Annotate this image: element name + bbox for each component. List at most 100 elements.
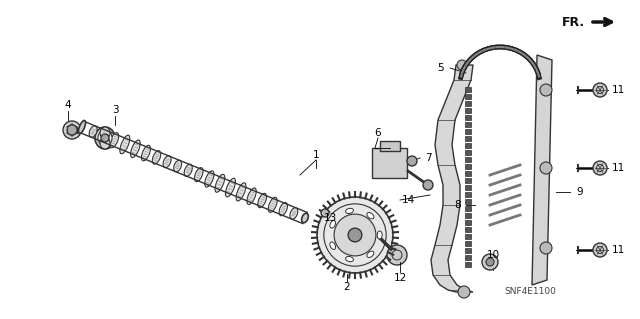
Ellipse shape	[215, 174, 225, 192]
Text: 9: 9	[577, 187, 583, 197]
Bar	[465, 150, 471, 154]
Ellipse shape	[290, 208, 298, 219]
FancyBboxPatch shape	[372, 148, 407, 178]
Bar	[465, 94, 471, 99]
Circle shape	[540, 242, 552, 254]
Text: 11: 11	[611, 163, 625, 173]
Bar	[465, 164, 471, 168]
Ellipse shape	[247, 188, 256, 204]
Bar	[465, 157, 471, 161]
Text: 4: 4	[65, 100, 71, 110]
Bar	[465, 248, 471, 253]
Ellipse shape	[268, 197, 277, 212]
Bar	[465, 136, 471, 140]
Ellipse shape	[163, 156, 171, 168]
Ellipse shape	[100, 129, 108, 143]
Ellipse shape	[301, 213, 308, 223]
Bar	[465, 122, 471, 127]
Ellipse shape	[100, 137, 110, 149]
Bar	[465, 115, 471, 120]
Bar	[465, 234, 471, 239]
Ellipse shape	[173, 160, 182, 172]
Circle shape	[458, 286, 470, 298]
Ellipse shape	[236, 183, 246, 201]
Bar	[465, 178, 471, 182]
Bar	[465, 220, 471, 225]
Circle shape	[423, 180, 433, 190]
Ellipse shape	[195, 168, 203, 182]
Bar	[465, 143, 471, 147]
Bar	[465, 101, 471, 106]
Text: 6: 6	[374, 128, 381, 138]
Ellipse shape	[377, 231, 382, 239]
Text: 2: 2	[344, 282, 350, 292]
Bar	[465, 87, 471, 92]
Circle shape	[387, 245, 407, 265]
Text: 11: 11	[611, 85, 625, 95]
Text: 11: 11	[611, 245, 625, 255]
Ellipse shape	[79, 121, 86, 134]
Text: 1: 1	[313, 150, 319, 160]
Text: 3: 3	[112, 105, 118, 115]
Circle shape	[593, 243, 607, 257]
Text: 7: 7	[425, 153, 431, 163]
Bar	[465, 185, 471, 189]
Bar	[465, 213, 471, 218]
Ellipse shape	[152, 151, 161, 164]
Ellipse shape	[330, 242, 335, 249]
Circle shape	[482, 254, 498, 270]
Ellipse shape	[131, 140, 140, 158]
Circle shape	[457, 60, 467, 70]
Polygon shape	[532, 55, 552, 285]
Circle shape	[321, 209, 329, 217]
Text: 12: 12	[394, 273, 406, 283]
Ellipse shape	[367, 212, 374, 219]
Bar	[465, 129, 471, 133]
Ellipse shape	[346, 256, 353, 262]
Ellipse shape	[98, 130, 112, 146]
Circle shape	[348, 228, 362, 242]
Bar	[465, 199, 471, 204]
Text: 10: 10	[486, 250, 500, 260]
Text: 8: 8	[454, 200, 461, 210]
Circle shape	[334, 214, 376, 256]
Text: 14: 14	[401, 195, 415, 205]
Circle shape	[63, 121, 81, 139]
Bar	[465, 108, 471, 113]
Ellipse shape	[100, 127, 110, 139]
Circle shape	[540, 84, 552, 96]
Polygon shape	[431, 65, 473, 292]
Circle shape	[593, 83, 607, 97]
Bar	[465, 241, 471, 246]
Circle shape	[540, 162, 552, 174]
Ellipse shape	[110, 133, 118, 148]
Text: FR.: FR.	[562, 16, 585, 28]
Ellipse shape	[89, 126, 97, 137]
Text: 5: 5	[436, 63, 444, 73]
Bar	[465, 206, 471, 211]
Ellipse shape	[279, 203, 287, 216]
Ellipse shape	[346, 208, 353, 213]
Text: 13: 13	[323, 213, 337, 223]
Ellipse shape	[141, 145, 150, 161]
Bar	[465, 262, 471, 266]
Bar	[465, 227, 471, 232]
Circle shape	[67, 125, 77, 135]
Ellipse shape	[120, 135, 130, 154]
Bar	[465, 171, 471, 175]
Ellipse shape	[205, 171, 214, 187]
Ellipse shape	[330, 220, 335, 228]
Circle shape	[407, 156, 417, 166]
Ellipse shape	[184, 164, 192, 176]
Circle shape	[317, 197, 393, 273]
FancyBboxPatch shape	[380, 141, 400, 151]
Bar	[465, 192, 471, 197]
Ellipse shape	[367, 251, 374, 257]
Circle shape	[593, 161, 607, 175]
Ellipse shape	[258, 193, 266, 208]
Ellipse shape	[95, 127, 115, 149]
Circle shape	[101, 134, 109, 142]
Bar	[465, 255, 471, 259]
Circle shape	[486, 258, 494, 266]
Ellipse shape	[225, 178, 236, 197]
